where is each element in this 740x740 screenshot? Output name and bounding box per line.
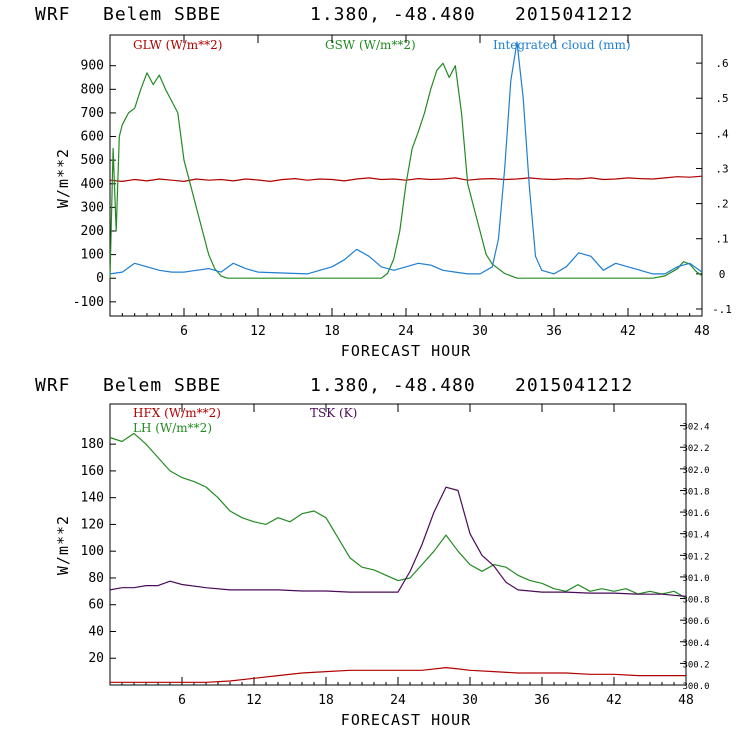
y-ticks: -100 0 100 200 300 400 500 600 700 800 900 (73, 59, 116, 310)
y2-tick-label: .4 (715, 127, 729, 140)
y-axis-label: W/m**2 (54, 515, 72, 575)
x-tick-label: 24 (390, 693, 406, 708)
header-model: WRF (35, 4, 71, 25)
x-tick-label: 42 (620, 324, 636, 339)
panel-2: WRF Belem SBBE 1.380, -48.480 2015041212… (35, 375, 710, 729)
y-tick-label: 140 (81, 491, 104, 506)
y2-tick-label: .6 (715, 57, 728, 70)
y2-ticks: 300.0 300.2 300.4 300.6 300.8 301.0 301.2 301.4… (680, 423, 710, 692)
y-ticks: 20 40 60 80 100 120 140 160 180 (81, 437, 116, 666)
series-line-hfx (110, 666, 686, 683)
y2-tick-label: 302.0 (682, 466, 709, 476)
y-tick-label: 100 (81, 544, 104, 559)
x-tick-label: 30 (472, 324, 488, 339)
y-tick-label: 20 (88, 651, 104, 666)
legend-lh: LH (W/m**2) (133, 421, 212, 435)
x-tick-label: 12 (246, 693, 262, 708)
y-axis-label: W/m**2 (54, 148, 72, 208)
legend-cloud: Integrated cloud (mm) (493, 38, 631, 52)
x-tick-label: 12 (250, 324, 266, 339)
y-tick-label: 900 (81, 59, 104, 74)
y2-tick-label: .5 (715, 92, 728, 105)
panel-1-header: WRF Belem SBBE 1.380, -48.480 2015041212 (35, 4, 633, 25)
header-model: WRF (35, 375, 71, 396)
legend-hfx: HFX (W/m**2) (133, 406, 221, 420)
y2-tick-label: .3 (715, 162, 728, 175)
x-tick-label: 36 (546, 324, 562, 339)
y2-tick-label: .1 (715, 233, 728, 246)
y-tick-label: 180 (81, 437, 104, 452)
y2-tick-label: -.1 (712, 303, 732, 316)
header-init-time: 2015041212 (515, 375, 633, 396)
series-line-tsk (109, 486, 687, 597)
y-tick-label: 700 (81, 106, 104, 121)
y2-tick-label: 300.6 (682, 617, 709, 627)
y-tick-label: 160 (81, 464, 104, 479)
series-lines (109, 41, 703, 279)
y2-tick-label: 301.0 (682, 574, 709, 584)
x-tick-label: 6 (178, 693, 186, 708)
y2-tick-label: 300.0 (682, 682, 709, 692)
x-axis-label: FORECAST HOUR (341, 342, 471, 360)
x-ticks: 6 12 18 24 30 36 42 48 (121, 35, 710, 339)
y-tick-label: 40 (88, 624, 104, 639)
plot-frame (109, 34, 703, 317)
x-tick-label: 30 (462, 693, 478, 708)
y-tick-label: 800 (81, 82, 104, 97)
y-tick-label: 300 (81, 200, 104, 215)
y2-tick-label: 301.8 (682, 487, 709, 497)
y-tick-label: 60 (88, 598, 104, 613)
legend-glw: GLW (W/m**2) (133, 38, 222, 52)
y2-tick-label: 300.2 (682, 660, 709, 670)
y2-ticks: -.1 0 .1 .2 .3 .4 .5 .6 (696, 57, 732, 316)
series-line-lh (109, 432, 687, 599)
y-tick-label: 80 (88, 571, 104, 586)
y-tick-label: 100 (81, 248, 104, 263)
series-line-gsw (109, 62, 703, 279)
y-tick-label: 200 (81, 224, 104, 239)
x-tick-label: 6 (180, 324, 188, 339)
y2-tick-label: 301.6 (682, 509, 709, 519)
series-lines (109, 432, 687, 683)
header-station: Belem SBBE (103, 375, 221, 396)
y-tick-label: 600 (81, 130, 104, 145)
panel-2-header: WRF Belem SBBE 1.380, -48.480 2015041212 (35, 375, 633, 396)
y2-tick-label: 301.4 (682, 531, 709, 541)
x-tick-label: 42 (606, 693, 622, 708)
x-tick-label: 36 (534, 693, 550, 708)
y-tick-label: 120 (81, 517, 104, 532)
y2-tick-label: 0 (719, 268, 726, 281)
panel-1: WRF Belem SBBE 1.380, -48.480 2015041212… (35, 4, 732, 360)
legend-gsw: GSW (W/m**2) (325, 38, 416, 52)
series-line-glw (109, 175, 703, 182)
x-tick-label: 48 (678, 693, 694, 708)
y2-tick-label: 300.8 (682, 596, 709, 606)
y2-tick-label: 302.4 (682, 423, 709, 433)
y-tick-label: 400 (81, 177, 104, 192)
x-tick-label: 18 (324, 324, 340, 339)
header-coords: 1.380, -48.480 (310, 375, 476, 396)
header-station: Belem SBBE (103, 4, 221, 25)
y2-tick-label: .2 (715, 198, 728, 211)
legend: GLW (W/m**2) GSW (W/m**2) Integrated clo… (133, 38, 631, 52)
plot-frame (109, 403, 687, 686)
x-axis-label: FORECAST HOUR (341, 711, 471, 729)
x-tick-label: 24 (398, 324, 414, 339)
header-init-time: 2015041212 (515, 4, 633, 25)
y-tick-label: 0 (96, 271, 104, 286)
y-tick-label: -100 (73, 295, 104, 310)
y2-tick-label: 300.4 (682, 639, 709, 649)
y2-tick-label: 301.2 (682, 552, 709, 562)
legend: HFX (W/m**2) LH (W/m**2) TSK (K) (133, 406, 357, 435)
header-coords: 1.380, -48.480 (310, 4, 476, 25)
legend-tsk: TSK (K) (310, 406, 357, 420)
x-tick-label: 18 (318, 693, 334, 708)
y2-tick-label: 302.2 (682, 444, 709, 454)
x-ticks: 6 12 18 24 30 36 42 48 (121, 404, 694, 708)
series-line-integrated (109, 41, 703, 275)
y-tick-label: 500 (81, 153, 104, 168)
x-tick-label: 48 (694, 324, 710, 339)
